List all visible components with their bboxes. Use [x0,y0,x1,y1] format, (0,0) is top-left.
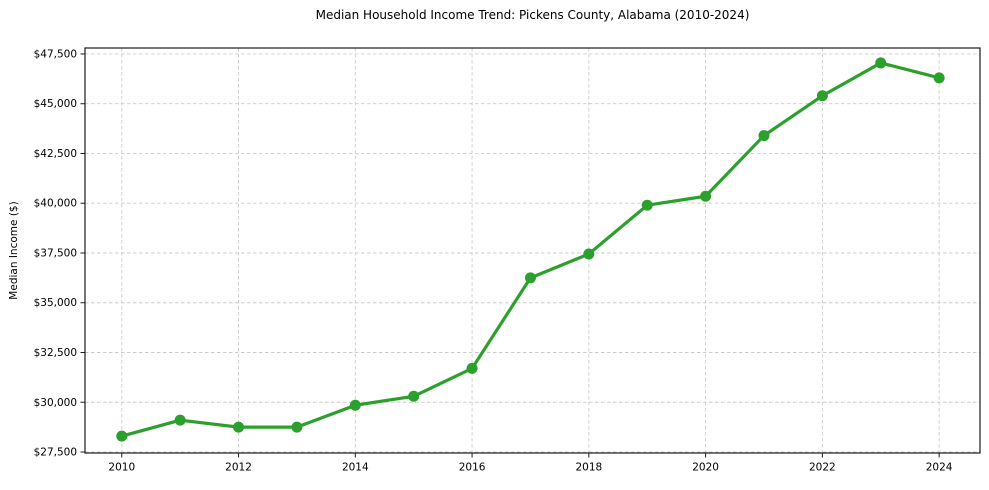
y-tick-label: $30,000 [34,397,77,409]
data-point-2015 [408,390,420,402]
y-tick-label: $32,500 [34,347,77,359]
y-tick-label: $27,500 [34,447,77,459]
data-point-2010 [116,430,128,442]
data-point-2019 [641,199,653,211]
y-axis-label: Median Income ($) [8,201,20,299]
data-point-2021 [758,130,770,142]
x-tick-label: 2014 [342,462,369,474]
data-point-2020 [700,190,712,202]
y-tick-label: $37,500 [34,247,77,259]
y-tick-label: $42,500 [34,148,77,160]
data-point-2016 [466,362,478,374]
x-tick-label: 2018 [575,462,602,474]
x-tick-label: 2010 [108,462,135,474]
data-point-2011 [174,414,186,426]
data-point-2013 [291,421,303,433]
income-trend-line [120,61,941,438]
data-point-2018 [583,248,595,260]
data-point-2023 [875,57,887,69]
x-tick-label: 2012 [225,462,252,474]
data-point-2017 [524,272,536,284]
data-point-2014 [349,399,361,411]
x-tick-label: 2020 [692,462,719,474]
x-tick-label: 2024 [926,462,953,474]
axes-spines [84,47,981,454]
x-tick-label: 2016 [459,462,486,474]
y-tick-label: $35,000 [34,297,77,309]
y-tick-label: $40,000 [34,198,77,210]
y-tick-label: $47,500 [34,48,77,60]
chart-title: Median Household Income Trend: Pickens C… [315,8,750,22]
data-point-2012 [233,421,245,433]
data-point-2024 [933,72,945,84]
y-tick-label: $45,000 [34,98,77,110]
data-point-2022 [816,90,828,102]
x-tick-label: 2022 [809,462,836,474]
